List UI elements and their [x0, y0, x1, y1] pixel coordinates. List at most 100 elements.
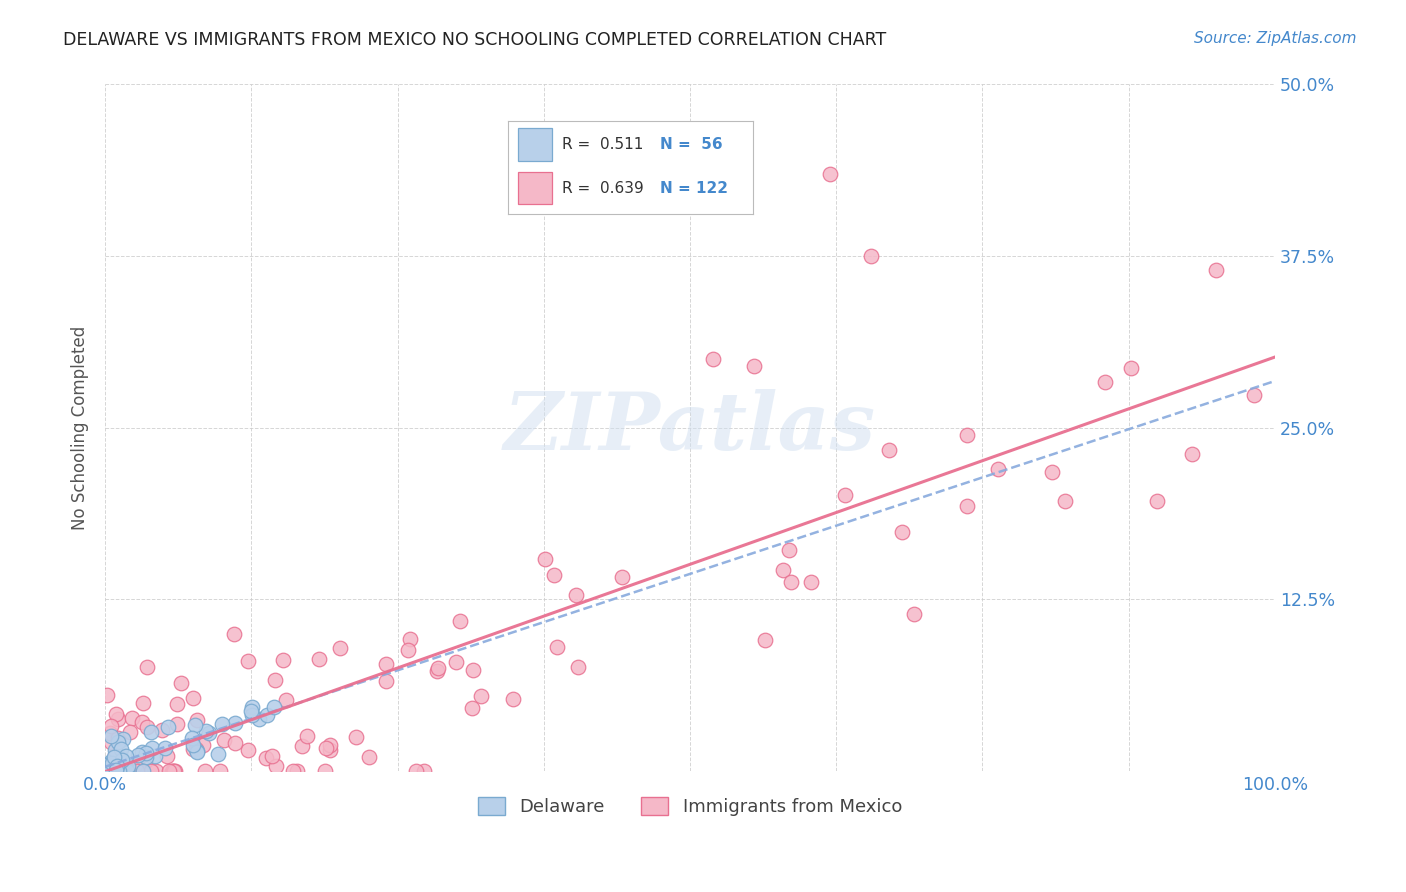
Point: [100, 735, 122, 749]
Point: [117, 764, 139, 778]
Point: [124, 764, 146, 778]
Point: [115, 749, 138, 764]
Point: [1094, 376, 1116, 390]
Point: [183, 718, 205, 732]
Point: [534, 551, 557, 566]
Point: [110, 751, 132, 765]
Point: [778, 542, 800, 557]
Point: [820, 167, 842, 181]
Point: [121, 711, 143, 725]
Point: [195, 723, 218, 738]
Point: [502, 692, 524, 706]
Point: [103, 760, 125, 774]
Point: [186, 714, 208, 728]
Point: [156, 749, 179, 764]
Point: [162, 764, 184, 778]
Point: [1146, 494, 1168, 508]
Point: [107, 712, 129, 726]
Point: [271, 653, 294, 667]
Point: [263, 700, 285, 714]
Point: [96, 764, 118, 778]
Text: N =  56: N = 56: [659, 136, 723, 152]
Point: [222, 627, 245, 641]
Point: [98, 764, 121, 778]
Point: [903, 607, 925, 622]
Point: [104, 747, 127, 762]
Point: [186, 744, 208, 758]
Point: [156, 720, 179, 734]
Point: [127, 748, 149, 763]
Point: [224, 715, 246, 730]
Point: [112, 764, 135, 778]
Point: [163, 764, 186, 778]
Point: [987, 462, 1010, 476]
Point: [186, 745, 208, 759]
Point: [260, 749, 283, 764]
Point: [120, 725, 142, 739]
Point: [291, 739, 314, 754]
Point: [157, 764, 180, 778]
Point: [1119, 360, 1142, 375]
Point: [344, 730, 367, 744]
Point: [104, 757, 127, 772]
Point: [328, 640, 350, 655]
Point: [256, 708, 278, 723]
Point: [449, 614, 471, 628]
Point: [546, 640, 568, 654]
Point: [426, 664, 449, 678]
Point: [129, 764, 152, 778]
Point: [100, 729, 122, 743]
Text: R =  0.511: R = 0.511: [562, 136, 644, 152]
Point: [877, 443, 900, 458]
Text: R =  0.639: R = 0.639: [562, 180, 644, 195]
Point: [115, 762, 138, 776]
Point: [240, 707, 263, 722]
Point: [405, 764, 427, 778]
Point: [100, 719, 122, 733]
Point: [104, 743, 127, 757]
Point: [181, 738, 204, 752]
Point: [955, 427, 977, 442]
Point: [742, 359, 765, 373]
Point: [470, 689, 492, 703]
Point: [124, 757, 146, 772]
Point: [107, 735, 129, 749]
Point: [105, 764, 128, 778]
Point: [375, 657, 398, 671]
Point: [98, 726, 121, 740]
Point: [444, 655, 467, 669]
Point: [565, 588, 588, 602]
Point: [297, 729, 319, 743]
Point: [194, 764, 217, 778]
Point: [108, 764, 131, 778]
Point: [308, 652, 330, 666]
Point: [107, 764, 129, 778]
Point: [281, 764, 304, 778]
Point: [162, 764, 184, 778]
Point: [127, 764, 149, 778]
Point: [318, 743, 340, 757]
Point: [117, 758, 139, 772]
Point: [132, 697, 155, 711]
Point: [96, 759, 118, 773]
Point: [211, 717, 233, 731]
Point: [96, 757, 118, 772]
Point: [834, 488, 856, 502]
Point: [702, 351, 724, 366]
Point: [315, 740, 337, 755]
Point: [1205, 262, 1227, 277]
Point: [104, 763, 127, 777]
Legend: Delaware, Immigrants from Mexico: Delaware, Immigrants from Mexico: [471, 789, 910, 823]
Point: [131, 714, 153, 729]
Point: [224, 736, 246, 750]
Point: [101, 764, 124, 778]
Point: [139, 724, 162, 739]
Bar: [517, 128, 553, 161]
Point: [1040, 465, 1063, 479]
Point: [314, 764, 336, 778]
Point: [956, 499, 979, 513]
Point: [132, 764, 155, 778]
Point: [198, 726, 221, 740]
Point: [236, 654, 259, 668]
Point: [254, 750, 277, 764]
